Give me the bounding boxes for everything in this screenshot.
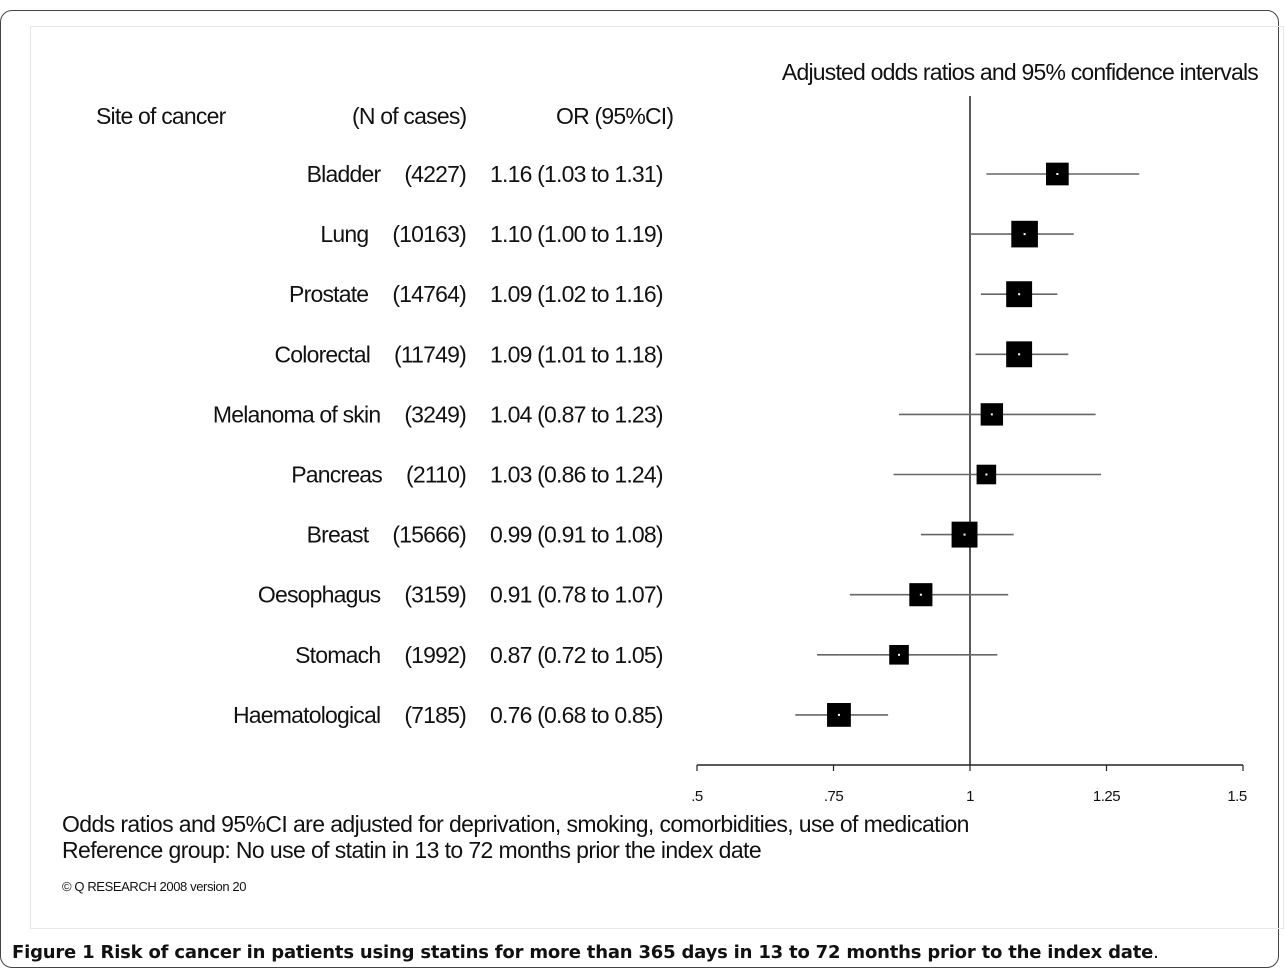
row-site-label: Breast bbox=[307, 522, 370, 548]
row-or-label: 1.04 (0.87 to 1.23) bbox=[490, 401, 663, 427]
forest-row: Bladder (4227) 1.16 (1.03 to 1.31) bbox=[307, 161, 1140, 187]
row-cases-label: (10163) bbox=[392, 221, 466, 247]
header-cases: (N of cases) bbox=[352, 103, 467, 129]
point-estimate-center-dot bbox=[898, 653, 901, 656]
header-or: OR (95%CI) bbox=[556, 103, 673, 129]
forest-row: Oesophagus (3159) 0.91 (0.78 to 1.07) bbox=[258, 582, 1009, 608]
row-site-label: Stomach bbox=[295, 642, 380, 668]
point-estimate-center-dot bbox=[1056, 173, 1059, 175]
copyright-note: © Q RESEARCH 2008 version 20 bbox=[62, 879, 246, 894]
row-site-label: Prostate bbox=[289, 281, 368, 307]
caption-text: Risk of cancer in patients using statins… bbox=[100, 942, 1154, 963]
row-site-label: Haematological bbox=[233, 702, 380, 728]
forest-row: Prostate (14764) 1.09 (1.02 to 1.16) bbox=[289, 281, 1058, 307]
row-cases-label: (14764) bbox=[392, 281, 466, 307]
row-site-label: Oesophagus bbox=[258, 582, 381, 608]
x-tick-label: 1.5 bbox=[1227, 788, 1247, 805]
row-cases-label: (1992) bbox=[404, 642, 466, 668]
caption-label: Figure 1 Risk of cancer in patients usin… bbox=[12, 942, 1154, 963]
row-site-label: Colorectal bbox=[274, 341, 370, 367]
row-or-label: 0.91 (0.78 to 1.07) bbox=[490, 582, 663, 608]
row-cases-label: (15666) bbox=[392, 522, 466, 548]
row-site-label: Pancreas bbox=[291, 462, 382, 488]
forest-row: Pancreas (2110) 1.03 (0.86 to 1.24) bbox=[291, 462, 1102, 488]
figure-panel bbox=[30, 26, 1284, 929]
row-or-label: 0.99 (0.91 to 1.08) bbox=[490, 522, 663, 548]
row-cases-label: (7185) bbox=[404, 702, 466, 728]
forest-row: Lung (10163) 1.10 (1.00 to 1.19) bbox=[320, 220, 1074, 248]
point-estimate-center-dot bbox=[985, 473, 988, 476]
row-or-label: 1.03 (0.86 to 1.24) bbox=[490, 462, 663, 488]
point-estimate-center-dot bbox=[963, 533, 966, 536]
figure-caption: Figure 1 Risk of cancer in patients usin… bbox=[12, 942, 1159, 963]
row-or-label: 1.09 (1.02 to 1.16) bbox=[490, 281, 663, 307]
point-estimate-center-dot bbox=[1023, 233, 1026, 236]
chart-title: Adjusted odds ratios and 95% confidence … bbox=[782, 59, 1258, 85]
point-estimate-center-dot bbox=[919, 593, 922, 596]
forest-row: Colorectal (11749) 1.09 (1.01 to 1.18) bbox=[274, 341, 1069, 367]
row-or-label: 0.87 (0.72 to 1.05) bbox=[490, 642, 663, 668]
header-site: Site of cancer bbox=[96, 103, 227, 129]
caption-end: . bbox=[1153, 942, 1159, 963]
x-tick-label: .5 bbox=[691, 788, 703, 805]
x-axis: .5 .75 1 1.25 1.5 bbox=[691, 764, 1247, 805]
row-site-label: Lung bbox=[320, 221, 368, 247]
row-cases-label: (2110) bbox=[406, 462, 466, 488]
row-cases-label: (11749) bbox=[394, 341, 466, 367]
row-cases-label: (4227) bbox=[404, 161, 466, 187]
row-or-label: 1.16 (1.03 to 1.31) bbox=[490, 161, 663, 187]
row-cases-label: (3159) bbox=[404, 582, 466, 608]
row-cases-label: (3249) bbox=[404, 401, 466, 427]
row-site-label: Bladder bbox=[307, 161, 382, 187]
forest-row: Stomach (1992) 0.87 (0.72 to 1.05) bbox=[295, 642, 998, 668]
forest-row: Melanoma of skin (3249) 1.04 (0.87 to 1.23… bbox=[213, 401, 1096, 427]
x-tick-label: 1 bbox=[966, 788, 974, 805]
point-estimate-center-dot bbox=[1018, 293, 1021, 296]
row-site-label: Melanoma of skin bbox=[213, 401, 380, 427]
x-tick-label: .75 bbox=[824, 788, 844, 805]
row-or-label: 1.09 (1.01 to 1.18) bbox=[490, 341, 663, 367]
forest-row: Breast (15666) 0.99 (0.91 to 1.08) bbox=[307, 522, 1014, 548]
point-estimate-center-dot bbox=[837, 713, 840, 716]
note-reference-group: Reference group: No use of statin in 13 … bbox=[62, 837, 761, 863]
forest-row: Haematological (7185) 0.76 (0.68 to 0.85) bbox=[233, 702, 889, 728]
x-tick-label: 1.25 bbox=[1093, 788, 1120, 805]
point-estimate-center-dot bbox=[990, 413, 993, 416]
note-adjustment: Odds ratios and 95%CI are adjusted for d… bbox=[62, 811, 969, 837]
row-or-label: 1.10 (1.00 to 1.19) bbox=[490, 221, 663, 247]
row-or-label: 0.76 (0.68 to 0.85) bbox=[490, 702, 663, 728]
point-estimate-center-dot bbox=[1018, 353, 1021, 356]
forest-rows: Bladder (4227) 1.16 (1.03 to 1.31) Lung (101… bbox=[213, 161, 1140, 728]
